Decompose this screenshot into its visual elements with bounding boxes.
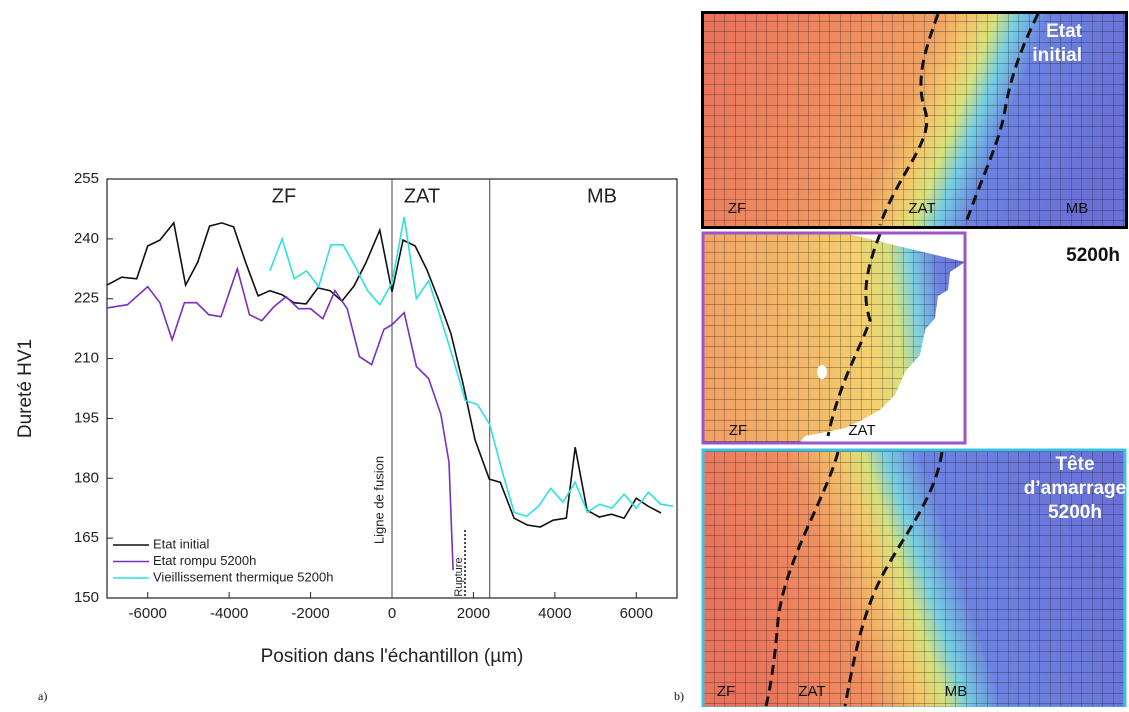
y-tick-label: 225	[74, 290, 99, 307]
legend-label: Vieillissement thermique 5200h	[153, 569, 333, 584]
y-tick-label: 150	[74, 589, 99, 606]
x-tick-label: 0	[388, 605, 396, 622]
y-tick-label: 165	[74, 529, 99, 546]
zone-label: MB	[1066, 200, 1089, 217]
zone-label: ZAT	[908, 200, 935, 217]
figure-label: b)	[674, 689, 684, 703]
panel-title: Tête	[1055, 454, 1094, 475]
zone-label: ZF	[728, 200, 746, 217]
x-tick-label: 4000	[538, 605, 571, 622]
panel-title: 5200h	[1066, 245, 1120, 266]
y-tick-label: 180	[74, 469, 99, 486]
y-tick-label: 255	[74, 170, 99, 187]
heatmap-initial	[701, 11, 1128, 229]
panel-title: Etat	[1046, 21, 1083, 42]
zone-label: ZF	[717, 683, 735, 700]
x-tick-label: -4000	[210, 605, 248, 622]
annotation: Ligne de fusion	[371, 456, 386, 544]
zone-label: ZF	[729, 422, 747, 439]
x-tick-label: -2000	[291, 605, 329, 622]
zone-label: ZAT	[798, 683, 825, 700]
y-axis-title: Dureté HV1	[15, 339, 36, 438]
annotation: Rupture	[453, 557, 465, 596]
series-line	[269, 216, 674, 518]
legend-label: Etat initial	[153, 536, 209, 551]
zone-label: ZAT	[848, 422, 875, 439]
x-tick-label: -6000	[129, 605, 167, 622]
zone-label: ZAT	[404, 185, 440, 207]
panel-title: 5200h	[1048, 502, 1102, 523]
y-tick-label: 210	[74, 350, 99, 367]
x-tick-label: 6000	[620, 605, 653, 622]
series-line	[106, 221, 662, 528]
x-tick-label: 2000	[457, 605, 490, 622]
heatmap-rompu	[701, 231, 967, 445]
zone-label: MB	[945, 683, 968, 700]
figure-label: a)	[38, 689, 47, 703]
y-tick-label: 240	[74, 230, 99, 247]
y-tick-label: 195	[74, 409, 99, 426]
zone-label: ZF	[272, 185, 296, 207]
legend-label: Etat rompu 5200h	[153, 553, 256, 568]
zone-label: MB	[587, 185, 617, 207]
heatmap-tete	[701, 448, 1127, 710]
x-axis-title: Position dans l'échantillon (µm)	[261, 646, 524, 667]
panel-title: d’amarrage	[1024, 478, 1126, 499]
series-line	[106, 266, 454, 571]
panel-title: initial	[1032, 45, 1082, 66]
